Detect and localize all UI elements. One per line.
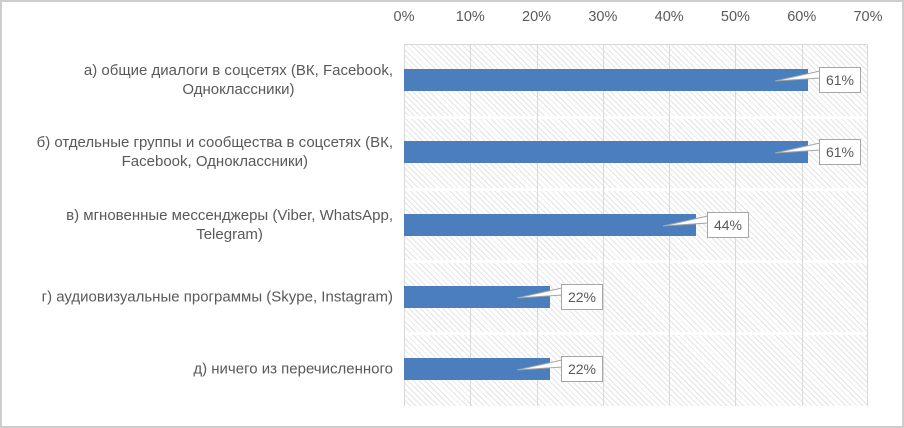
band-separator-gridline <box>404 332 868 336</box>
data-label-callout: 22% <box>516 355 603 382</box>
data-label-callout: 44% <box>662 211 749 238</box>
data-label-callout: 22% <box>516 283 603 310</box>
callout-box <box>560 355 603 382</box>
x-axis-tick: 60% <box>787 9 817 25</box>
x-axis-tick: 30% <box>588 9 618 25</box>
data-label-callout: 61% <box>775 139 862 166</box>
x-axis: 0% 10% 20% 30% 40% 50% 60% 70% <box>0 0 904 36</box>
x-axis-tick: 50% <box>720 9 750 25</box>
data-label-value: 22% <box>568 289 596 305</box>
category-label: д) ничего из перечисленного <box>193 360 393 378</box>
x-axis-tick: 0% <box>393 9 415 25</box>
callout-pointer <box>775 142 821 154</box>
data-label-callout: 61% <box>775 67 862 94</box>
data-label-value: 44% <box>714 217 742 233</box>
data-label-value: 61% <box>826 144 854 160</box>
category-label: б) отдельные группы и сообщества в соцсе… <box>36 134 393 171</box>
vertical-gridline <box>801 45 803 406</box>
x-axis-tick: 70% <box>853 9 883 25</box>
data-label-value: 61% <box>826 72 854 88</box>
category-label: в) мгновенные мессенджеры (Viber, WhatsA… <box>66 206 393 243</box>
category-label: г) аудиовизуальные программы (Skype, Ins… <box>41 288 393 306</box>
bar <box>404 213 696 236</box>
callout-pointer <box>516 287 563 299</box>
bar <box>404 69 809 92</box>
band-separator-gridline <box>404 115 868 119</box>
bar <box>404 357 550 380</box>
callout-box <box>706 211 749 238</box>
x-axis-tick: 10% <box>455 9 485 25</box>
vertical-gridline <box>867 45 868 406</box>
bar <box>404 141 809 164</box>
callout-box <box>819 139 862 166</box>
callout-pointer <box>516 359 563 371</box>
band-separator-gridline <box>404 260 868 264</box>
category-label: а) общие диалоги в соцсетях (ВК, Faceboo… <box>83 62 393 99</box>
x-axis-tick: 20% <box>522 9 552 25</box>
callout-pointer <box>775 70 821 82</box>
callout-box <box>560 283 603 310</box>
bar <box>404 285 550 308</box>
callout-box <box>819 67 862 94</box>
band-separator-gridline <box>404 187 868 191</box>
callout-pointer <box>662 214 709 226</box>
x-axis-tick: 40% <box>654 9 684 25</box>
data-label-value: 22% <box>568 361 596 377</box>
